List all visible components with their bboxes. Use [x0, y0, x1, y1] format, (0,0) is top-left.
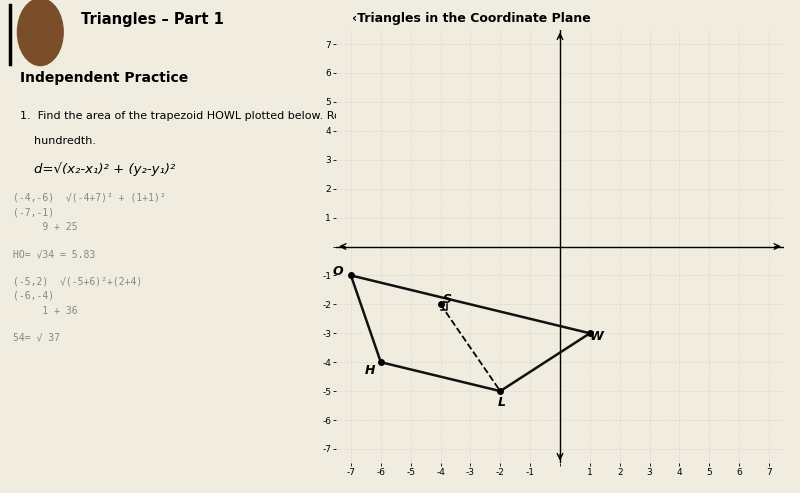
Text: 1.  Find the area of the trapezoid HOWL plotted below. Round your answer to the : 1. Find the area of the trapezoid HOWL p…: [20, 111, 517, 121]
Text: Triangles – Part 1: Triangles – Part 1: [81, 12, 223, 27]
Text: O: O: [332, 265, 343, 278]
Text: d=√(x₂-x₁)² + (y₂-y₁)²: d=√(x₂-x₁)² + (y₂-y₁)²: [34, 163, 175, 176]
Text: L: L: [498, 395, 506, 409]
Text: ‹Triangles in the Coordinate Plane: ‹Triangles in the Coordinate Plane: [352, 12, 590, 25]
Text: 54= √ 37: 54= √ 37: [14, 333, 61, 343]
Text: S: S: [442, 293, 452, 306]
Text: HO= √34 = 5.83: HO= √34 = 5.83: [14, 249, 96, 259]
Text: 9 + 25: 9 + 25: [14, 222, 78, 232]
Text: 1 + 36: 1 + 36: [14, 306, 78, 316]
Text: Independent Practice: Independent Practice: [20, 71, 189, 85]
Text: W: W: [590, 330, 603, 343]
Text: H: H: [365, 364, 375, 377]
Circle shape: [18, 0, 63, 66]
Text: (-5,2)  √(-5+6)²+(2+4): (-5,2) √(-5+6)²+(2+4): [14, 276, 142, 286]
Text: (-4,-6)  √(-4+7)² + (1+1)²: (-4,-6) √(-4+7)² + (1+1)²: [14, 192, 166, 202]
Text: (-6,-4): (-6,-4): [14, 291, 54, 301]
Text: hundredth.: hundredth.: [20, 136, 96, 145]
Text: (-7,-1): (-7,-1): [14, 207, 54, 217]
